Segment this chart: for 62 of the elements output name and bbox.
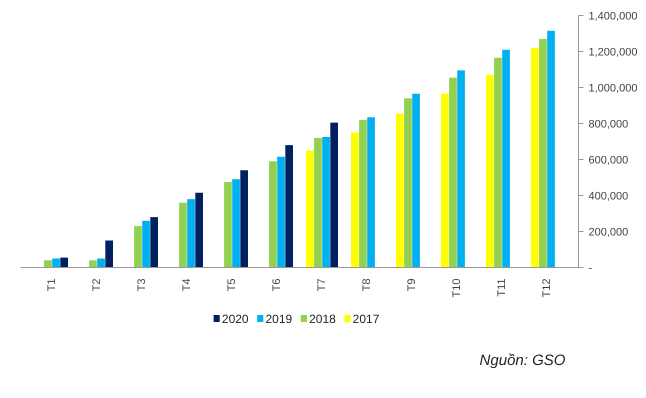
legend-label: 2019 <box>265 312 293 326</box>
x-tick-label: T1 <box>46 278 58 292</box>
bar <box>441 94 449 268</box>
bar <box>187 199 195 268</box>
legend-label: 2018 <box>309 312 336 326</box>
x-tick-label: T9 <box>406 278 418 292</box>
x-tick-label: T11 <box>496 278 508 297</box>
bar <box>277 156 285 268</box>
bar <box>539 38 547 268</box>
x-tick-label: T5 <box>226 278 238 292</box>
bar <box>547 30 555 268</box>
bar <box>359 120 367 268</box>
bar <box>486 74 494 268</box>
bar <box>224 182 232 268</box>
bar <box>150 217 158 268</box>
bar <box>396 114 404 268</box>
bar <box>232 179 240 268</box>
bar <box>195 192 203 268</box>
y-tick-label: 600,000 <box>588 154 628 166</box>
bar <box>52 258 60 268</box>
y-tick-label: 1,000,000 <box>588 82 638 94</box>
bar <box>494 58 502 268</box>
bar <box>351 132 359 268</box>
text: Nguồn: GSO <box>480 352 566 369</box>
bar <box>97 258 105 268</box>
bar <box>89 260 97 268</box>
x-tick-label: T3 <box>136 278 148 292</box>
bar <box>449 78 457 268</box>
bar <box>269 161 277 268</box>
y-tick-label: 800,000 <box>588 118 628 130</box>
x-tick-label: T6 <box>271 278 283 292</box>
x-tick-label: T4 <box>181 278 193 292</box>
y-tick-label: 400,000 <box>588 190 628 202</box>
bar <box>285 145 293 268</box>
bar <box>142 220 150 268</box>
bar <box>322 137 330 268</box>
x-tick-label: T7 <box>316 278 328 292</box>
y-tick-label: - <box>588 262 592 274</box>
bar <box>502 50 510 268</box>
legend-label: 2017 <box>352 312 380 326</box>
x-tick-label: T10 <box>451 278 463 298</box>
x-tick-label: T12 <box>541 278 553 298</box>
x-tick-label: T2 <box>91 278 103 292</box>
bar <box>531 48 539 268</box>
bar <box>330 122 338 268</box>
bar <box>412 94 420 268</box>
y-tick-label: 1,200,000 <box>588 46 638 58</box>
bar <box>105 240 113 268</box>
bar <box>306 150 314 268</box>
bar <box>240 170 248 268</box>
bar <box>179 202 187 268</box>
legend-label: 2020 <box>222 312 249 326</box>
bar <box>134 226 142 268</box>
bar <box>367 117 375 268</box>
bar <box>60 258 68 268</box>
y-tick-label: 1,400,000 <box>588 10 638 22</box>
y-tick-label: 200,000 <box>588 226 628 238</box>
bar <box>404 98 412 268</box>
bar <box>457 70 465 268</box>
bar <box>44 260 52 268</box>
x-tick-label: T8 <box>361 278 373 292</box>
bar <box>314 138 322 268</box>
